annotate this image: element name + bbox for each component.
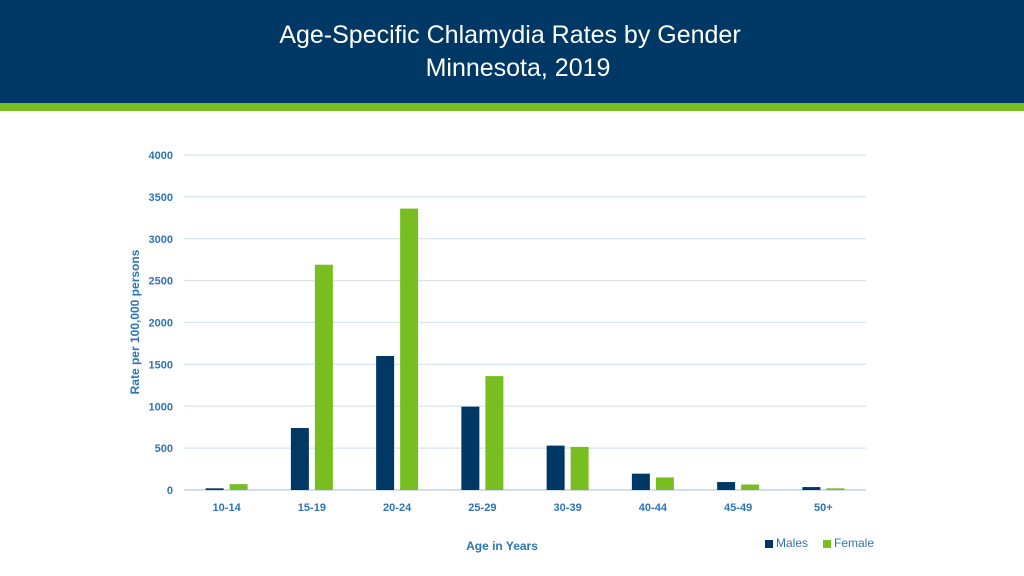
- slide-subtitle: Minnesota, 2019: [425, 54, 611, 82]
- bar-female: [826, 488, 845, 490]
- legend-swatch-males: [765, 540, 773, 548]
- y-axis-title: Rate per 100,000 persons: [128, 249, 142, 394]
- x-tick-label: 25-29: [468, 502, 496, 514]
- bar-female: [400, 208, 419, 490]
- title-banner: [0, 0, 1024, 103]
- y-tick-label: 0: [167, 485, 173, 497]
- x-tick-label: 45-49: [724, 502, 752, 514]
- bar-males: [376, 356, 395, 490]
- y-tick-label: 1500: [149, 359, 173, 371]
- bar-female: [655, 477, 674, 490]
- y-tick-label: 3000: [149, 234, 173, 246]
- y-tick-label: 500: [155, 443, 173, 455]
- y-tick-label: 2000: [149, 318, 173, 330]
- x-axis-title: Age in Years: [466, 539, 538, 553]
- x-tick-label: 30-39: [554, 502, 582, 514]
- bar-female: [570, 446, 589, 490]
- legend-swatch-female: [823, 540, 831, 548]
- slide-title: Age-Specific Chlamydia Rates by Gender: [279, 21, 741, 49]
- bar-males: [717, 482, 736, 490]
- bar-males: [631, 473, 650, 490]
- y-tick-label: 4000: [149, 150, 173, 162]
- legend-label-males: Males: [776, 536, 808, 550]
- y-tick-label: 2500: [149, 276, 173, 288]
- bar-males: [802, 487, 821, 490]
- bar-female: [314, 264, 333, 490]
- bar-males: [546, 445, 565, 490]
- y-tick-label: 3500: [149, 192, 173, 204]
- bar-female: [741, 484, 760, 490]
- x-tick-label: 50+: [814, 502, 833, 514]
- x-tick-label: 10-14: [213, 502, 242, 514]
- banner-accent-stripe: [0, 103, 1024, 111]
- bar-female: [485, 376, 504, 490]
- x-tick-label: 20-24: [383, 502, 412, 514]
- bar-males: [290, 428, 309, 490]
- legend-label-female: Female: [834, 536, 874, 550]
- y-tick-label: 1000: [149, 401, 173, 413]
- bar-males: [205, 488, 224, 490]
- bar-males: [461, 406, 480, 490]
- bar-female: [229, 484, 248, 490]
- x-tick-label: 40-44: [639, 502, 668, 514]
- x-tick-label: 15-19: [298, 502, 326, 514]
